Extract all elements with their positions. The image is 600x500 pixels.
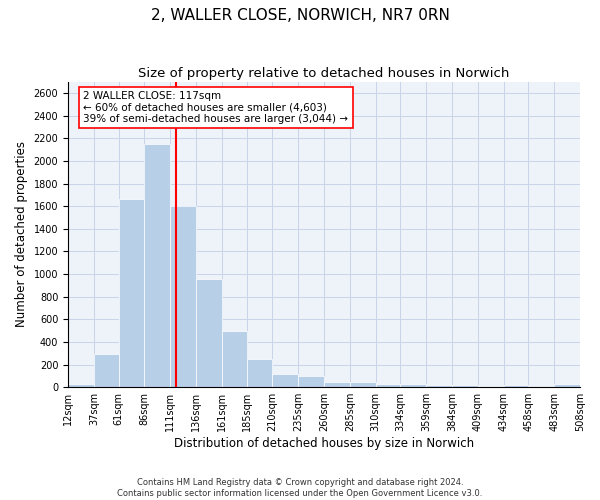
Bar bbox=[400, 384, 426, 387]
Bar bbox=[222, 330, 247, 387]
Bar bbox=[94, 354, 119, 387]
Text: 2, WALLER CLOSE, NORWICH, NR7 0RN: 2, WALLER CLOSE, NORWICH, NR7 0RN bbox=[151, 8, 449, 22]
Bar bbox=[503, 385, 529, 387]
Text: Contains HM Land Registry data © Crown copyright and database right 2024.
Contai: Contains HM Land Registry data © Crown c… bbox=[118, 478, 482, 498]
Bar bbox=[452, 385, 478, 387]
Bar bbox=[247, 359, 272, 387]
Bar bbox=[324, 382, 350, 387]
Bar bbox=[298, 376, 324, 387]
Bar bbox=[145, 144, 170, 387]
Bar bbox=[529, 386, 554, 387]
Bar bbox=[350, 382, 376, 387]
Bar bbox=[426, 385, 452, 387]
Bar bbox=[554, 384, 580, 387]
Bar bbox=[170, 206, 196, 387]
Bar bbox=[478, 386, 503, 387]
Bar bbox=[68, 384, 94, 387]
Title: Size of property relative to detached houses in Norwich: Size of property relative to detached ho… bbox=[139, 68, 510, 80]
X-axis label: Distribution of detached houses by size in Norwich: Distribution of detached houses by size … bbox=[174, 437, 474, 450]
Text: 2 WALLER CLOSE: 117sqm
← 60% of detached houses are smaller (4,603)
39% of semi-: 2 WALLER CLOSE: 117sqm ← 60% of detached… bbox=[83, 91, 349, 124]
Bar bbox=[376, 384, 400, 387]
Bar bbox=[119, 199, 145, 387]
Y-axis label: Number of detached properties: Number of detached properties bbox=[15, 142, 28, 328]
Bar bbox=[196, 278, 222, 387]
Bar bbox=[272, 374, 298, 387]
